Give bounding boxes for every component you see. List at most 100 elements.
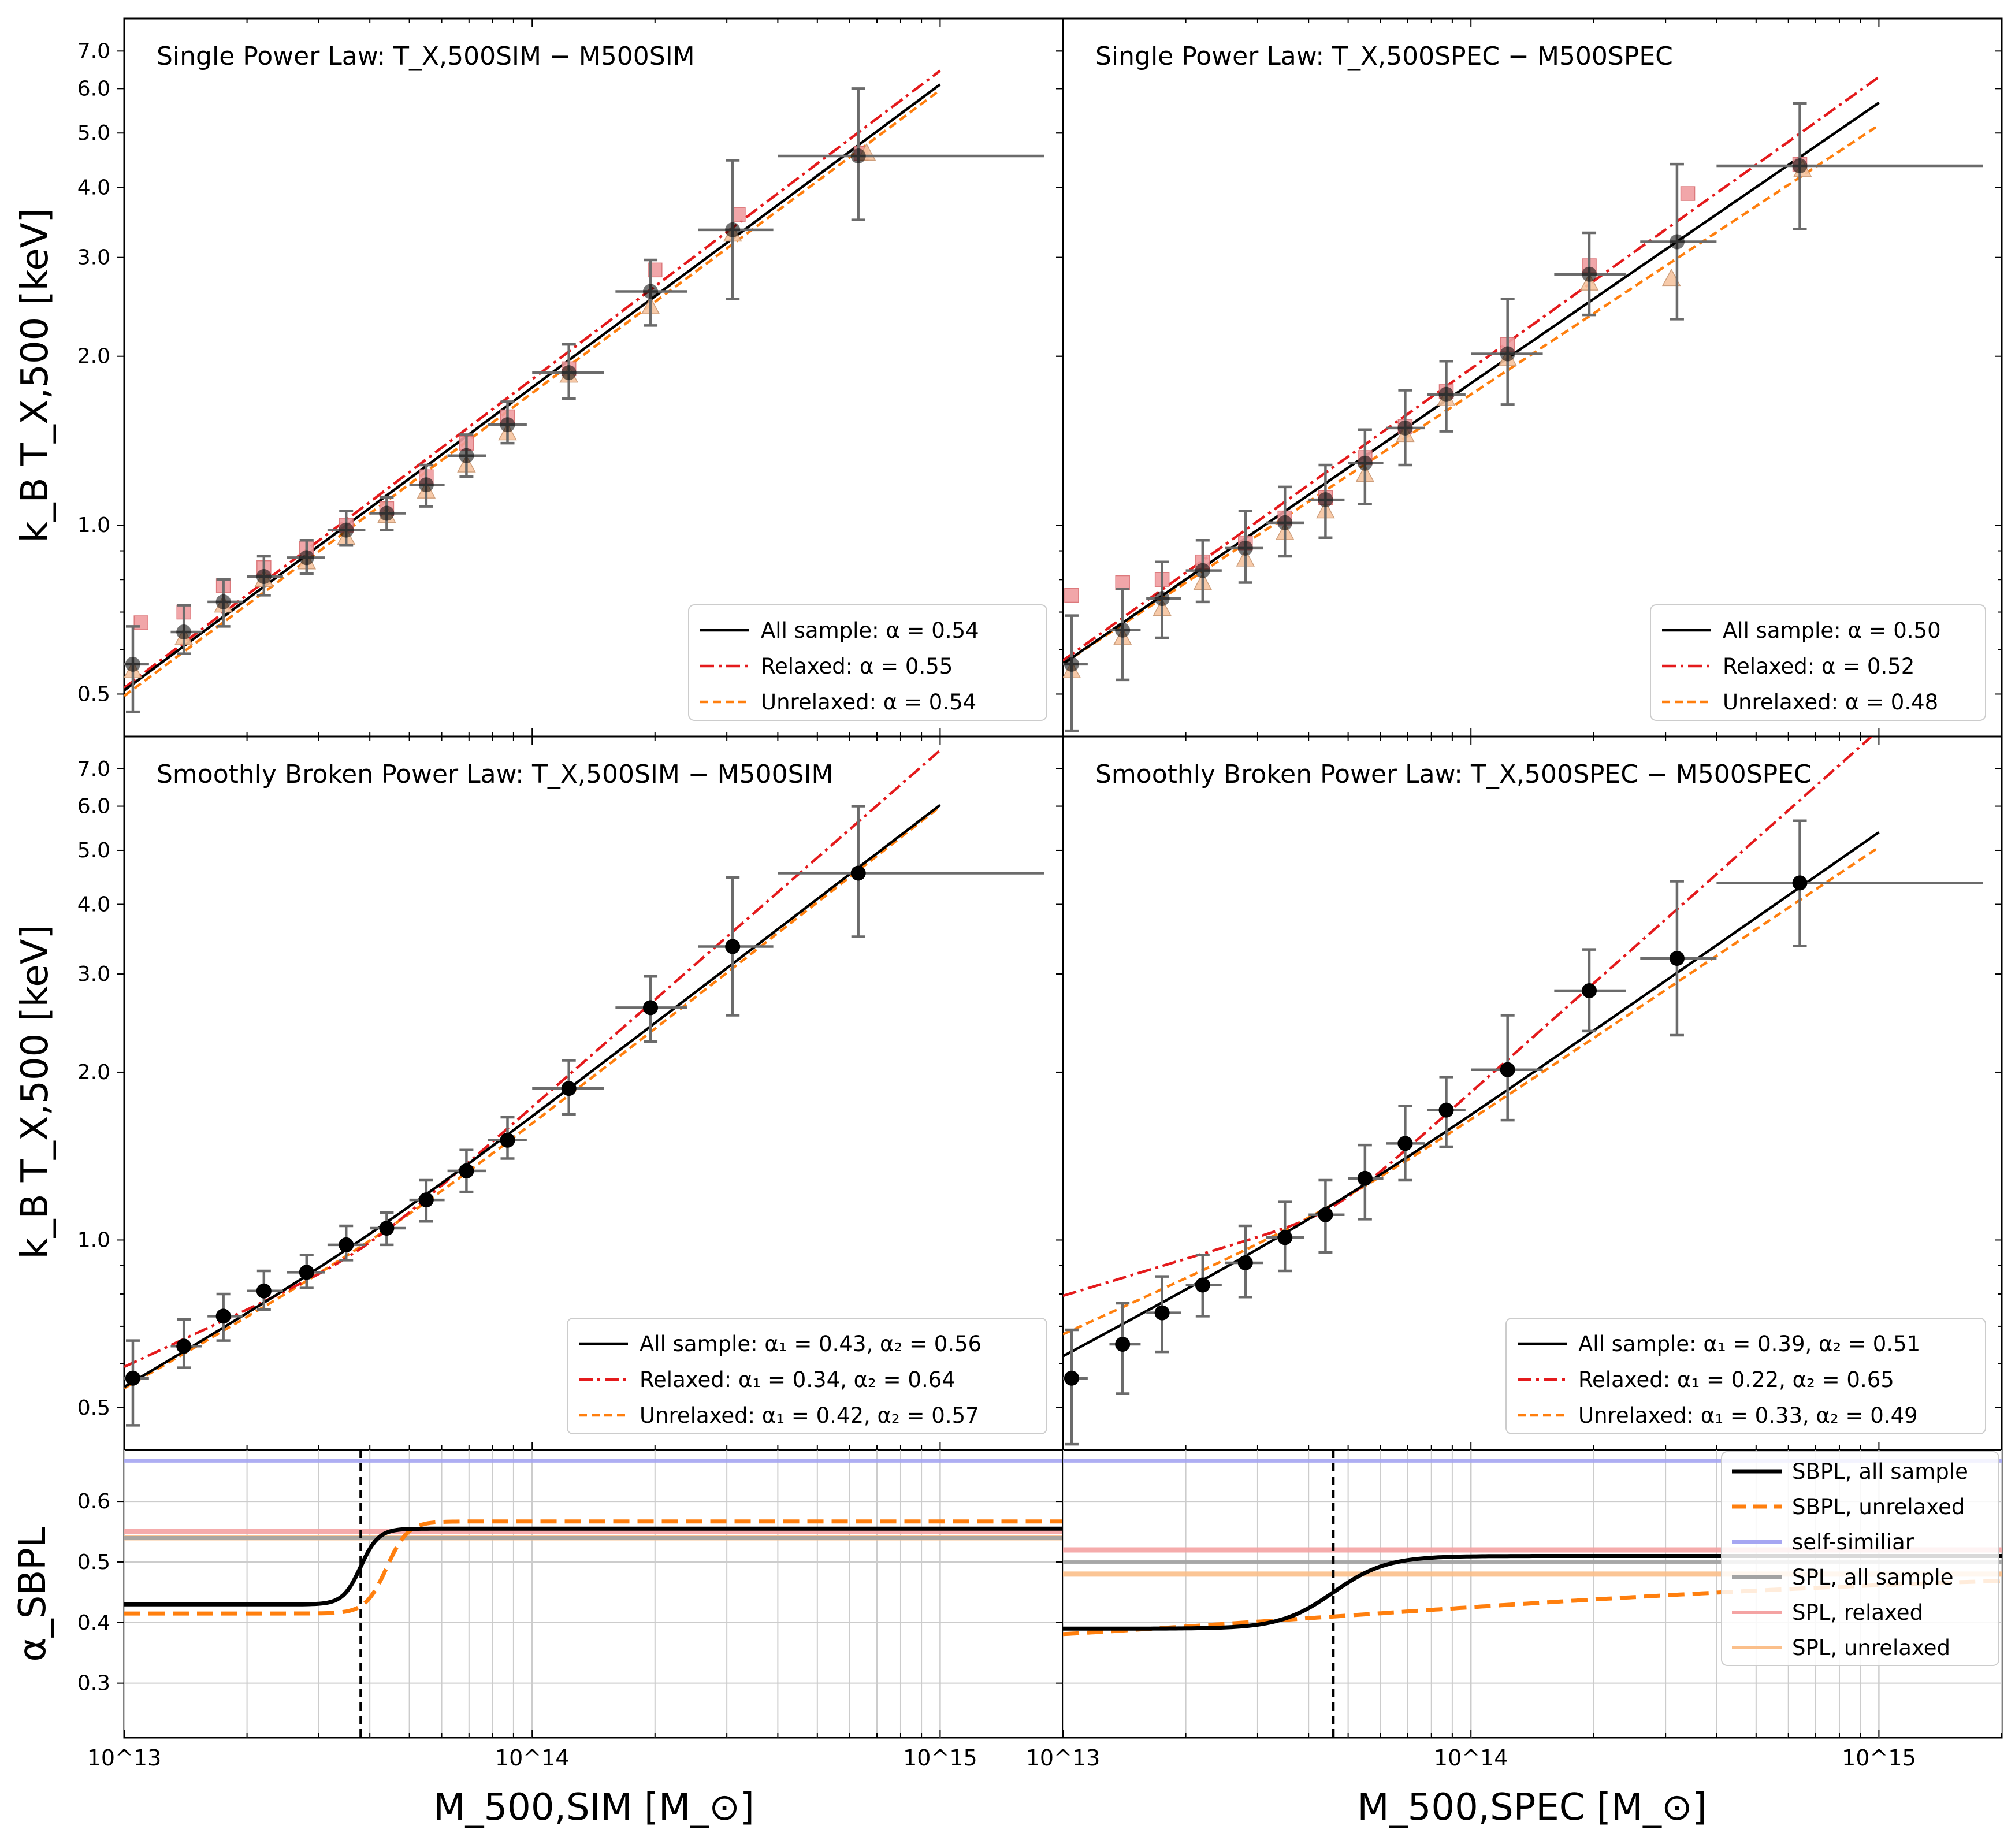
plot-area	[1063, 76, 1983, 732]
fit-line-relaxed	[124, 749, 941, 1369]
all-sample-marker	[1357, 455, 1373, 471]
y-tick-label: 1.0	[77, 514, 110, 537]
all-sample-marker	[418, 1192, 434, 1208]
plot-area	[124, 1450, 1063, 1738]
data-point	[1640, 880, 1717, 1037]
all-sample-marker	[1438, 386, 1454, 402]
legend-label: Unrelaxed: α₁ = 0.42, α₂ = 0.57	[640, 1403, 979, 1428]
y-tick-label: 7.0	[77, 39, 110, 63]
plot-area	[1063, 737, 1983, 1446]
data-point	[247, 555, 283, 597]
all-sample-marker	[643, 1000, 659, 1016]
data-point	[1386, 389, 1425, 467]
all-sample-marker	[379, 505, 395, 521]
all-sample-marker	[1500, 346, 1515, 362]
panel-title: Single Power Law: T_X,500SIM − M500SIM	[157, 42, 695, 71]
all-sample-marker	[1792, 158, 1808, 174]
all-sample-marker	[1669, 950, 1685, 966]
data-point	[370, 496, 406, 531]
data-point	[170, 1318, 202, 1369]
data-point	[1308, 463, 1345, 539]
legend-label: Relaxed: α₁ = 0.22, α₂ = 0.65	[1578, 1367, 1894, 1392]
all-sample-marker	[299, 1265, 314, 1280]
x-axis-label-right: M_500,SPEC [M_⊙]	[1357, 1786, 1707, 1829]
all-sample-marker	[1064, 1370, 1079, 1386]
all-sample-marker	[643, 284, 659, 299]
y-tick-label: 5.0	[77, 839, 110, 862]
all-sample-marker	[1195, 1277, 1210, 1293]
all-sample-marker	[176, 1338, 192, 1354]
data-point	[1554, 231, 1626, 317]
data-point	[1348, 1143, 1384, 1221]
all-sample-marker	[1582, 983, 1597, 998]
all-sample-marker	[561, 365, 577, 381]
legend-label: self-similiar	[1792, 1530, 1914, 1555]
y-tick-label: 2.0	[77, 1061, 110, 1084]
legend-label: All sample: α = 0.50	[1723, 618, 1941, 643]
data-point	[615, 258, 687, 327]
y-tick-label: 0.5	[77, 1550, 110, 1574]
x-tick-label: 10^14	[495, 1745, 570, 1771]
all-sample-marker	[1064, 656, 1079, 672]
all-sample-marker	[725, 939, 741, 954]
all-sample-marker	[125, 656, 140, 672]
data-point	[1716, 102, 1983, 230]
data-point	[1386, 1105, 1425, 1182]
data-point	[1266, 485, 1304, 558]
y-tick-label: 4.0	[77, 893, 110, 916]
all-sample-marker	[725, 222, 741, 237]
fit-line-unrelaxed	[1063, 846, 1880, 1336]
panel-sbpl_spec: Smoothly Broken Power Law: T_X,500SPEC −…	[1056, 735, 2003, 1451]
data-point	[1308, 1178, 1345, 1254]
panel-spl_sim: 0.5 1.0 2.0 3.0 4.0 5.0 6.0 7.0 Single Power Law…	[77, 17, 1064, 738]
x-tick-label: 10^14	[1434, 1745, 1508, 1771]
legend-label: All sample: α₁ = 0.43, α₂ = 0.56	[640, 1332, 982, 1356]
data-point	[1554, 948, 1626, 1033]
legend: All sample: α₁ = 0.43, α₂ = 0.56 Relaxed:…	[567, 1318, 1047, 1434]
data-point	[1063, 1328, 1088, 1446]
x-tick-label: 10^13	[1026, 1745, 1101, 1771]
y-tick-label: 0.3	[77, 1672, 110, 1695]
all-sample-marker	[256, 568, 272, 584]
data-point	[1109, 588, 1141, 682]
data-point	[287, 538, 325, 575]
all-sample-marker	[215, 1308, 231, 1324]
all-sample-marker	[1582, 266, 1597, 282]
legend-label: Relaxed: α = 0.52	[1723, 654, 1914, 679]
legend-box	[567, 1318, 1047, 1434]
y-tick-label: 1.0	[77, 1228, 110, 1252]
legend: All sample: α₁ = 0.39, α₂ = 0.51 Relaxed:…	[1505, 1318, 1986, 1434]
relaxed-square-marker	[1064, 588, 1079, 603]
plot-area	[124, 69, 1044, 713]
panel-alpha_spec: 10^13 10^14 10^15 SBPL, all sample SBPL, unr…	[1026, 1449, 2003, 1771]
all-sample-marker	[1154, 1305, 1170, 1321]
sbpl-unrelaxed-curve	[124, 1519, 1063, 1616]
legend-label: SPL, unrelaxed	[1792, 1635, 1950, 1660]
y-tick-label: 0.5	[77, 1396, 110, 1420]
x-tick-label: 10^13	[87, 1745, 162, 1771]
y-tick-label: 6.0	[77, 77, 110, 101]
all-sample-marker	[1237, 540, 1253, 556]
y-axis-label-alpha: α_SBPL	[12, 1527, 54, 1661]
all-sample-marker	[1318, 492, 1333, 508]
panel-spl_spec: Single Power Law: T_X,500SPEC − M500SPEC…	[1056, 17, 2003, 738]
fit-line-relaxed	[1063, 737, 1874, 1297]
data-point	[1225, 510, 1264, 584]
fit-line-unrelaxed	[124, 805, 941, 1390]
legend-label: Unrelaxed: α = 0.54	[761, 690, 976, 715]
all-sample-marker	[1318, 1207, 1333, 1222]
data-point	[1185, 538, 1222, 604]
all-sample-marker	[1154, 591, 1170, 607]
all-sample-marker	[1438, 1102, 1454, 1118]
all-sample-marker	[1115, 1336, 1131, 1352]
data-point	[247, 1269, 283, 1311]
data-point	[207, 578, 243, 628]
all-sample-marker	[459, 448, 474, 463]
data-point	[488, 400, 527, 445]
data-point	[778, 87, 1044, 221]
y-tick-label: 5.0	[77, 121, 110, 145]
all-sample-marker	[850, 148, 866, 164]
legend: All sample: α = 0.50 Relaxed: α = 0.52 Unr…	[1650, 604, 1986, 721]
legend-label: SPL, all sample	[1792, 1565, 1953, 1590]
data-point	[1063, 614, 1088, 732]
